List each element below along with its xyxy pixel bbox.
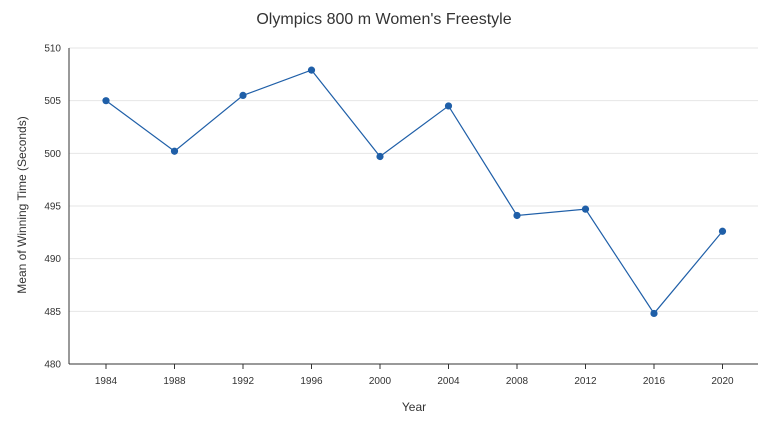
- y-tick-label: 480: [44, 360, 61, 371]
- y-tick-label: 500: [44, 149, 61, 160]
- x-tick-label: 1984: [95, 376, 118, 387]
- axes: 480 485 490 495 500 505 510 1984 1988 1992 1996 200…: [44, 44, 758, 387]
- y-tick-label: 505: [44, 96, 61, 107]
- x-tick-label: 2004: [437, 376, 460, 387]
- chart-title: Olympics 800 m Women's Freestyle: [256, 11, 511, 28]
- data-point: [376, 152, 384, 161]
- series: [102, 66, 727, 318]
- data-point: [239, 91, 247, 99]
- y-tick-label: 490: [44, 254, 61, 265]
- x-tick-label: 1996: [300, 376, 323, 387]
- x-tick-label: 1988: [163, 376, 186, 387]
- x-tick-label: 2016: [643, 376, 666, 387]
- x-tick-label: 1992: [232, 376, 255, 387]
- data-point: [307, 66, 316, 74]
- data-point: [650, 309, 658, 318]
- data-point: [513, 211, 521, 220]
- data-point: [581, 205, 590, 213]
- series-line: [105, 69, 723, 315]
- x-tick-label: 2012: [574, 376, 597, 387]
- y-tick-label: 510: [44, 44, 61, 55]
- y-tick-label: 495: [44, 202, 61, 213]
- data-point: [170, 147, 179, 155]
- x-tick-label: 2000: [369, 376, 392, 387]
- data-point: [718, 227, 727, 235]
- x-tick-label: 2020: [711, 376, 734, 387]
- data-point: [102, 97, 110, 105]
- grid-lines: [69, 47, 758, 312]
- y-tick-label: 485: [44, 307, 61, 318]
- data-point: [444, 102, 453, 110]
- y-axis-title: Mean of Winning Time (Seconds): [15, 116, 29, 293]
- x-tick-label: 2008: [506, 376, 529, 387]
- x-axis-title: Year: [402, 400, 426, 414]
